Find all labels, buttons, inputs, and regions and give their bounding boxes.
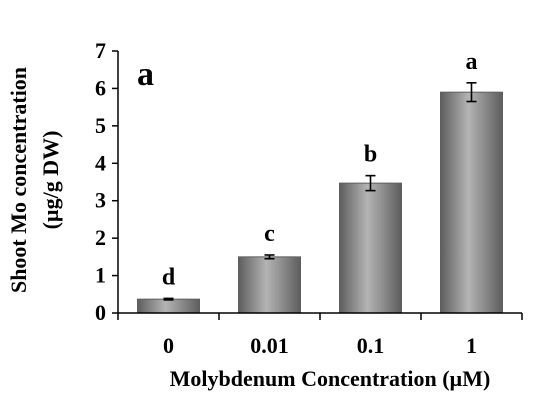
y-tick-label: 5 (95, 113, 106, 138)
bars-layer: d c b a (137, 49, 503, 314)
bar (440, 91, 503, 314)
significance-letter: d (162, 264, 176, 290)
x-tick-label: 1 (466, 333, 477, 358)
axes-layer: 0 0.01 0.1 1 0 1 2 3 4 5 6 7 (95, 38, 523, 358)
y-axis-title-line2: (µg/g DW) (38, 131, 63, 230)
bar (137, 298, 200, 314)
y-tick-label: 0 (95, 300, 106, 325)
y-tick-label: 1 (95, 263, 106, 288)
bar (238, 256, 301, 314)
y-tick-label: 2 (95, 225, 106, 250)
y-tick-label: 6 (95, 75, 106, 100)
x-tick-label: 0.01 (250, 333, 289, 358)
significance-letter: a (466, 49, 478, 75)
x-tick-label: 0 (163, 333, 174, 358)
y-tick-label: 7 (95, 38, 106, 63)
x-tick-label: 0.1 (357, 333, 385, 358)
x-axis-title: Molybdenum Concentration (µM) (170, 366, 491, 391)
y-tick-label: 3 (95, 188, 106, 213)
y-axis-title-line1: Shoot Mo concentration (6, 67, 31, 293)
y-tick-label: 4 (95, 150, 106, 175)
significance-letter: b (364, 142, 377, 168)
panel-label: a (137, 56, 154, 93)
bar (339, 182, 402, 314)
significance-letter: c (264, 221, 275, 247)
